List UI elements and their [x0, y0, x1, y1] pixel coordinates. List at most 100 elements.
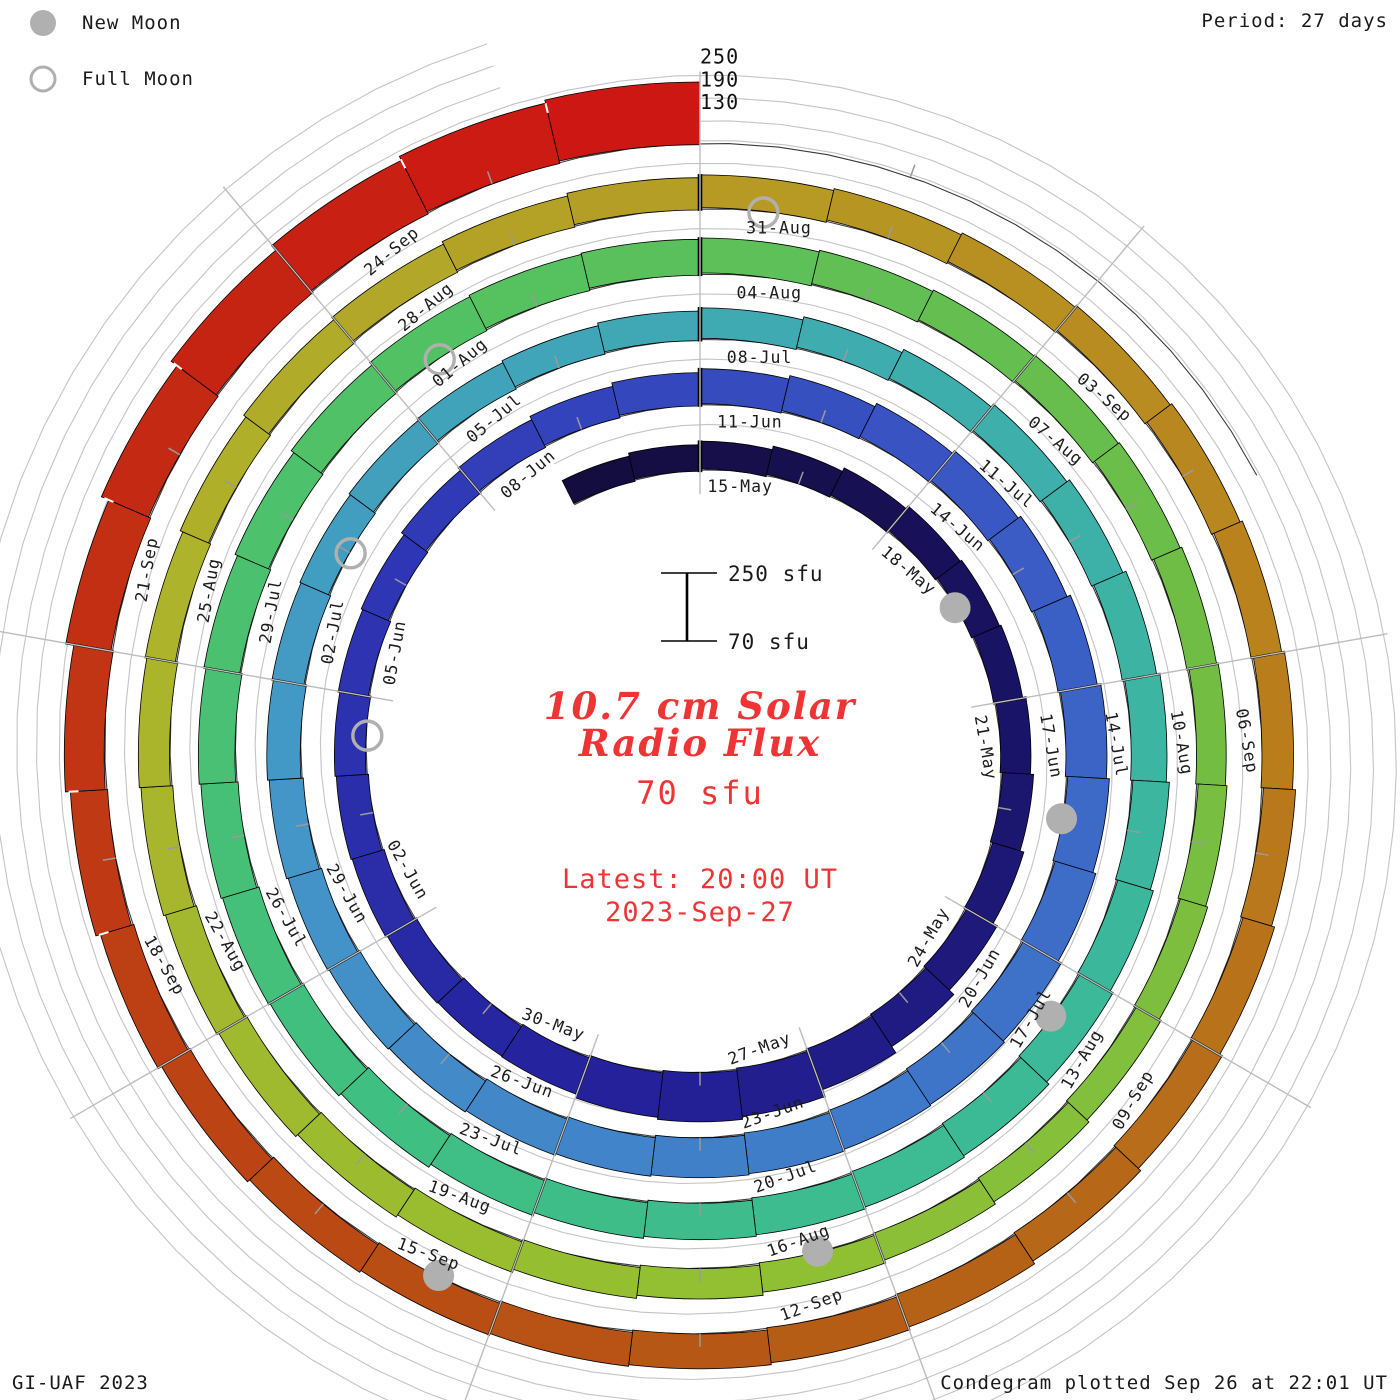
full-moon-marker-2023-07-03 [334, 537, 367, 570]
minor-tick [509, 232, 516, 246]
new-moon-marker-2023-07-17 [1035, 1000, 1067, 1032]
flux-bar-day-126 [249, 1156, 379, 1273]
flux-bar-day-60 [1041, 479, 1124, 587]
period-label: Period: 27 days [1201, 10, 1388, 32]
minor-tick [1066, 1192, 1077, 1204]
minor-tick [940, 1042, 951, 1054]
minor-tick [1068, 534, 1081, 543]
flux-bar-day-84 [811, 249, 934, 323]
full-moon-icon [29, 65, 57, 93]
flux-bar-day-78 [234, 452, 324, 570]
flux-bar-day-21 [335, 773, 383, 860]
minor-tick [887, 225, 894, 239]
minor-tick [576, 416, 583, 430]
flux-bar-day-124 [488, 1300, 633, 1367]
flux-bar-day-49 [266, 679, 307, 781]
minor-tick [1126, 829, 1141, 834]
minor-tick [281, 512, 294, 521]
radial-spoke [0, 630, 394, 702]
minor-tick [1191, 840, 1205, 845]
white-day-tick [544, 103, 549, 114]
minor-tick [1125, 501, 1138, 510]
flux-bar-day-63 [1115, 779, 1170, 891]
flux-bar-day-0 [561, 455, 636, 505]
flux-bar-day-62 [1124, 673, 1168, 783]
flux-bar-day-18 [437, 977, 523, 1057]
minor-tick [865, 287, 871, 300]
flux-bar-day-41 [743, 1111, 845, 1175]
minor-tick [394, 578, 407, 587]
minor-tick [398, 1103, 408, 1115]
flux-bar-day-136 [544, 81, 701, 162]
date-label-04-Aug: 04-Aug [736, 283, 802, 302]
flux-bar-day-96 [636, 1264, 764, 1300]
flux-bar-day-36 [1052, 775, 1110, 874]
minor-tick [909, 164, 916, 178]
flux-bar-day-103 [137, 657, 179, 789]
flux-bar-day-8 [995, 697, 1032, 775]
minor-tick [168, 447, 181, 456]
flux-bar-day-109 [566, 177, 701, 226]
date-label-08-Jul: 08-Jul [727, 348, 793, 367]
flux-bar-day-77 [203, 554, 272, 675]
daily-flux-bars [63, 81, 1297, 1370]
radial-spoke [971, 633, 1388, 708]
flux-bar-day-61 [1093, 570, 1158, 681]
flux-bar-day-52 [348, 419, 439, 513]
flux-bar-day-27 [529, 385, 621, 446]
full-moon-label: Full Moon [82, 68, 194, 90]
flux-bar-day-2 [699, 440, 773, 478]
flux-bar-day-30 [781, 375, 876, 440]
minor-tick [295, 823, 309, 827]
moon-legend: New Moon Full Moon [28, 6, 194, 118]
flux-bar-day-98 [397, 1187, 524, 1273]
minor-tick [360, 811, 374, 816]
minor-tick [486, 171, 493, 185]
flux-bar-day-42 [650, 1134, 750, 1179]
radial-spokes [0, 71, 1388, 1400]
flux-bar-day-105 [179, 416, 272, 544]
flux-bar-day-19 [386, 918, 463, 1004]
minor-tick [998, 806, 1012, 811]
full-moon-marker-2023-08-01 [423, 343, 456, 376]
flux-bar-day-121 [895, 1234, 1036, 1328]
flux-bar-day-97 [512, 1239, 641, 1299]
date-label-06-Sep: 06-Sep [1232, 707, 1262, 775]
credit-label: GI-UAF 2023 [12, 1372, 149, 1394]
minor-tick [842, 348, 849, 362]
flux-bar-day-64 [1077, 879, 1154, 993]
full-moon-marker-2023-06-04 [351, 719, 384, 752]
minor-tick [797, 471, 804, 485]
scale-min-label: 70 sfu [728, 630, 810, 654]
flux-bar-day-23 [337, 608, 392, 697]
flux-bar-day-122 [766, 1296, 910, 1364]
new-moon-label: New Moon [82, 12, 182, 34]
radial-spoke [871, 225, 1145, 551]
radial-spoke [464, 1033, 600, 1400]
white-day-tick [68, 790, 79, 793]
minor-tick [224, 480, 237, 488]
date-label-21-May: 21-May [971, 714, 1001, 782]
minor-tick [820, 410, 827, 423]
minor-tick [231, 834, 245, 839]
flux-bar-day-76 [197, 667, 243, 785]
flux-bar-day-47 [287, 867, 359, 971]
flux-bar-day-32 [929, 450, 1019, 542]
flux-bar-day-107 [331, 243, 459, 342]
date-label-17-Jun: 17-Jun [1036, 712, 1066, 780]
flux-bar-day-115 [1213, 520, 1283, 659]
flux-bar-day-87 [1093, 442, 1181, 561]
minor-tick [1012, 567, 1025, 576]
flux-bar-day-113 [1055, 305, 1171, 425]
flux-bar-day-82 [580, 238, 701, 289]
flux-bar-day-119 [1113, 1039, 1223, 1170]
minor-tick [337, 545, 350, 554]
flux-bar-day-104 [144, 531, 212, 663]
flux-bar-day-43 [554, 1116, 656, 1177]
white-day-tick [103, 497, 114, 503]
flux-bar-day-45 [388, 1022, 487, 1113]
radial-axis-label-130: 130 [700, 90, 739, 114]
flux-bar-day-50 [271, 582, 332, 686]
radial-spoke [944, 895, 1312, 1109]
flux-bar-day-46 [328, 950, 416, 1050]
